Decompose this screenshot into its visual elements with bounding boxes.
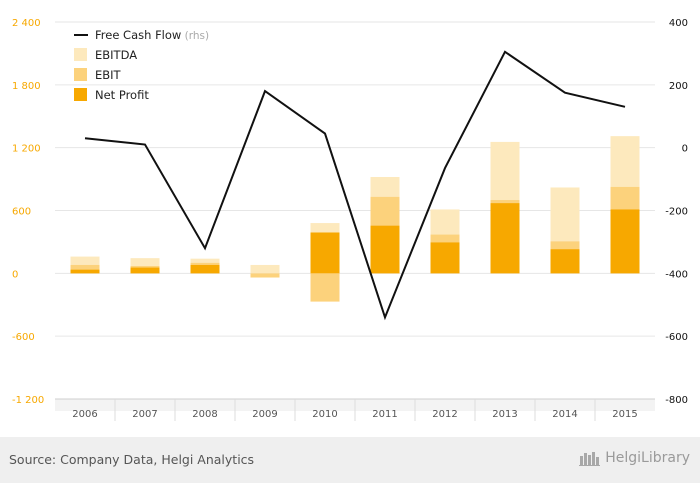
y-left-tick-label: 600 xyxy=(12,207,31,218)
y-right-tick-label: -800 xyxy=(665,395,688,406)
library-icon xyxy=(579,452,601,466)
y-right-tick-label: 0 xyxy=(682,144,688,155)
legend-label-ebit: EBIT xyxy=(95,68,122,82)
x-tick-label: 2007 xyxy=(132,409,157,420)
y-left-tick-label: -600 xyxy=(12,332,35,343)
bar-ebit xyxy=(310,273,340,302)
bar-net-profit xyxy=(70,269,100,274)
y-left-tick-label: 2 400 xyxy=(12,18,41,29)
y-right-tick-label: 200 xyxy=(669,81,688,92)
y-right-tick-label: -400 xyxy=(665,269,688,280)
chart: -1 200 -600 0 600 1 200 1 800 2 400 -800 -600 -40… xyxy=(12,18,688,421)
legend-label-net-profit: Net Profit xyxy=(95,88,149,102)
legend-swatch-ebit xyxy=(74,68,87,81)
bar-net-profit xyxy=(130,267,160,274)
bar-net-profit xyxy=(550,249,580,274)
bar-net-profit xyxy=(610,209,640,274)
y-left-tick-label: -1 200 xyxy=(12,395,44,406)
brand-logo: HelgiLibrary xyxy=(579,450,690,466)
y-left-tick-label: 0 xyxy=(12,269,18,280)
legend-swatch-ebitda xyxy=(74,48,87,61)
bar-net-profit xyxy=(370,225,400,274)
x-tick-label: 2014 xyxy=(552,409,577,420)
x-tick-label: 2006 xyxy=(72,409,97,420)
bar-net-profit xyxy=(310,232,340,274)
bar-ebit xyxy=(250,273,280,278)
legend: Free Cash Flow (rhs) EBITDA EBIT Net Profit xyxy=(74,28,209,102)
bar-net-profit xyxy=(490,203,520,274)
x-tick-label: 2012 xyxy=(432,409,457,420)
x-tick-label: 2010 xyxy=(312,409,337,420)
bar-net-profit xyxy=(190,264,220,274)
x-tick-label: 2015 xyxy=(612,409,637,420)
legend-label-free-cash-flow: Free Cash Flow (rhs) xyxy=(95,28,209,42)
bar-ebitda xyxy=(250,264,280,274)
legend-label-ebitda: EBITDA xyxy=(95,48,137,62)
line-free-cash-flow xyxy=(84,50,626,321)
footer: Source: Company Data, Helgi Analytics He… xyxy=(0,437,700,483)
legend-swatch-net-profit xyxy=(74,88,87,101)
gridlines xyxy=(55,21,655,337)
bars xyxy=(70,136,640,302)
x-tick-label: 2013 xyxy=(492,409,517,420)
bar-ebit xyxy=(70,264,100,274)
x-tick-label: 2008 xyxy=(192,409,217,420)
axes: -1 200 -600 0 600 1 200 1 800 2 400 -800 -600 -40… xyxy=(12,18,688,421)
bar-net-profit xyxy=(430,242,460,274)
y-right-tick-label: 400 xyxy=(669,18,688,29)
y-right-tick-label: -600 xyxy=(665,332,688,343)
source-note: Source: Company Data, Helgi Analytics xyxy=(9,452,255,467)
y-left-tick-label: 1 200 xyxy=(12,144,41,155)
y-right-tick-label: -200 xyxy=(665,207,688,218)
legend-rhs-suffix: (rhs) xyxy=(181,30,209,42)
x-tick-label: 2011 xyxy=(372,409,397,420)
x-tick-label: 2009 xyxy=(252,409,277,420)
line-series xyxy=(84,50,626,321)
brand-name: HelgiLibrary xyxy=(605,450,690,466)
y-left-tick-label: 1 800 xyxy=(12,81,41,92)
